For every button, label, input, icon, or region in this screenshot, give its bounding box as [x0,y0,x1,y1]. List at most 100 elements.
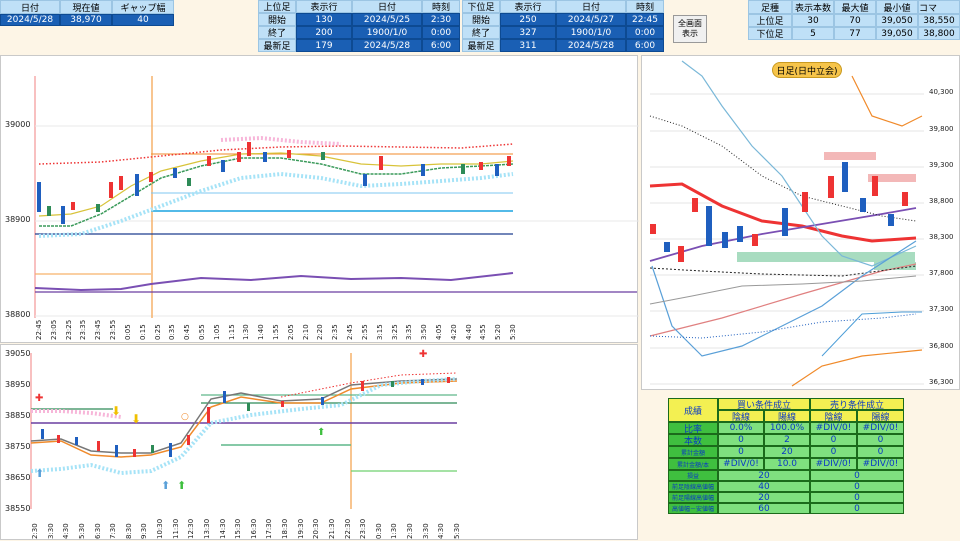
stats-title: 成績 [668,398,718,422]
row7-sell: 0 [810,503,904,514]
upper-candles [37,142,511,224]
lower-y-tick-4: 38650 [5,473,31,482]
row2-label: 累計金額 [668,446,718,458]
upper-hdr-2: 日付 [352,0,422,13]
svg-text:⬇: ⬇ [131,412,141,426]
upper-x-tick: 0:45 [183,324,192,340]
lower-x-tick: 11:30 [171,518,180,539]
lower-x-tick: 5:30 [77,523,86,539]
lower-x-tick: 1:30 [390,523,399,539]
daily-chart-title: 日足(日中立会) [772,62,842,78]
upper-x-tick: 1:15 [227,324,236,340]
upper-x-tick: 22:45 [35,319,43,340]
upper-x-tick: 0:25 [153,324,162,340]
lower-row0-c2: 2024/5/27 [556,13,626,26]
upper-row2-label: 最新足 [258,39,296,52]
tf-hdr-1: 表示本数 [792,0,834,14]
row1-v0: 0 [718,434,764,446]
lower-row0-c1: 250 [500,13,556,26]
upper-x-tick: 5:30 [509,324,517,340]
daily-y-tick-2: 39,300 [929,161,954,169]
svg-text:⬆: ⬆ [177,479,186,492]
signal-markers: ✚ ⬇ ⬇ ○ ⬆ ⬆ ⬆ ✚ ⬆ [35,349,427,492]
lower-x-tick: 0:30 [374,523,383,539]
sell-header: 売り条件成立 [810,398,904,411]
lower-row0-c3: 22:45 [626,13,664,26]
buy-header: 買い条件成立 [718,398,810,411]
price-value: 38,970 [60,14,112,26]
daily-y-tick-3: 38,800 [929,197,954,205]
lower-y-tick-0: 39050 [5,349,31,358]
upper-x-tick: 0:05 [123,324,132,340]
lower-hdr-0: 下位足 [462,0,500,13]
lower-row1-label: 終了 [462,26,500,39]
lower-x-tick: 12:30 [187,518,196,539]
upper-hdr-3: 時刻 [422,0,460,13]
row6-sell: 0 [810,492,904,503]
row5-buy: 40 [718,481,810,492]
lower-hdr-2: 日付 [556,0,626,13]
daily-chart[interactable]: 日足(日中立会) 40,300 39,800 39,300 38,800 38,… [641,55,960,390]
lower-x-tick: 3:30 [46,523,55,539]
upper-timeframe-chart[interactable]: 39000 38900 38800 22:45 23:05 23:25 23:35 23… [0,55,639,343]
row2-v3: 0 [857,446,904,458]
tf-hdr-0: 足種 [748,0,792,14]
upper-x-tick: 4:40 [464,324,473,340]
row4-sell: 0 [810,470,904,481]
daily-y-tick-0: 40,300 [929,88,954,96]
svg-text:⬆: ⬆ [161,479,170,492]
upper-hdr-1: 表示行 [296,0,352,13]
upper-x-tick: 1:30 [242,324,251,340]
upper-x-tick: 1:40 [257,324,266,340]
upper-row1-c1: 200 [296,26,352,39]
tf-hdr-2: 最大値 [834,0,876,14]
upper-x-tick: 23:05 [49,319,58,340]
lower-timeframe-chart[interactable]: ✚ ⬇ ⬇ ○ ⬆ ⬆ ⬆ ✚ ⬆ 39050 38950 38850 3875… [0,344,638,540]
upper-row2-c1: 179 [296,39,352,52]
upper-x-tick: 1:05 [212,324,221,340]
lower-x-tick: 4:30 [437,523,446,539]
tf-row1-c1: 5 [792,27,834,40]
date-header: 日付 [0,0,60,14]
sub-1: 陽線 [764,410,810,423]
row3-label: 累計金額/本 [668,458,718,470]
row7-label: 高値幅－安値幅 [668,503,718,514]
upper-x-tick: 0:35 [168,324,177,340]
svg-text:⬇: ⬇ [111,404,121,418]
tf-row0-c4: 38,550 [918,14,960,27]
upper-row0-c1: 130 [296,13,352,26]
upper-row0-c2: 2024/5/25 [352,13,422,26]
lower-row2-c1: 311 [500,39,556,52]
upper-x-tick: 3:35 [405,324,414,340]
lower-x-tick: 8:30 [124,523,133,539]
fullscreen-button[interactable]: 全画面 表示 [673,15,707,43]
lower-x-tick: 20:30 [312,518,321,539]
daily-y-tick-6: 37,300 [929,305,954,313]
upper-chart-canvas [34,76,639,318]
gap-header: ギャップ幅 [112,0,174,14]
row1-v3: 0 [857,434,904,446]
lower-x-tick: 2:30 [31,523,39,539]
row4-label: 損益 [668,470,718,481]
lower-x-tick: 22:30 [343,518,352,539]
price-header: 現在値 [60,0,112,14]
daily-candles [650,162,908,262]
date-value: 2024/5/28 [0,14,60,26]
upper-row1-c3: 0:00 [422,26,460,39]
sub-2: 陰線 [810,410,857,423]
upper-x-tick: 0:15 [138,324,147,340]
upper-x-tick: 4:55 [479,324,488,340]
lower-y-tick-1: 38950 [5,380,31,389]
row2-v1: 20 [764,446,810,458]
lower-x-tick: 14:30 [218,518,227,539]
lower-y-tick-3: 38750 [5,442,31,451]
lower-x-tick: 6:30 [93,523,102,539]
lower-x-tick: 3:30 [421,523,430,539]
upper-x-tick: 2:10 [301,324,310,340]
lower-y-tick-2: 38850 [5,411,31,420]
upper-row0-label: 開始 [258,13,296,26]
upper-x-tick: 3:25 [390,324,399,340]
tf-row0-label: 上位足 [748,14,792,27]
svg-text:✚: ✚ [35,393,43,404]
upper-x-tick: 23:35 [79,319,88,340]
